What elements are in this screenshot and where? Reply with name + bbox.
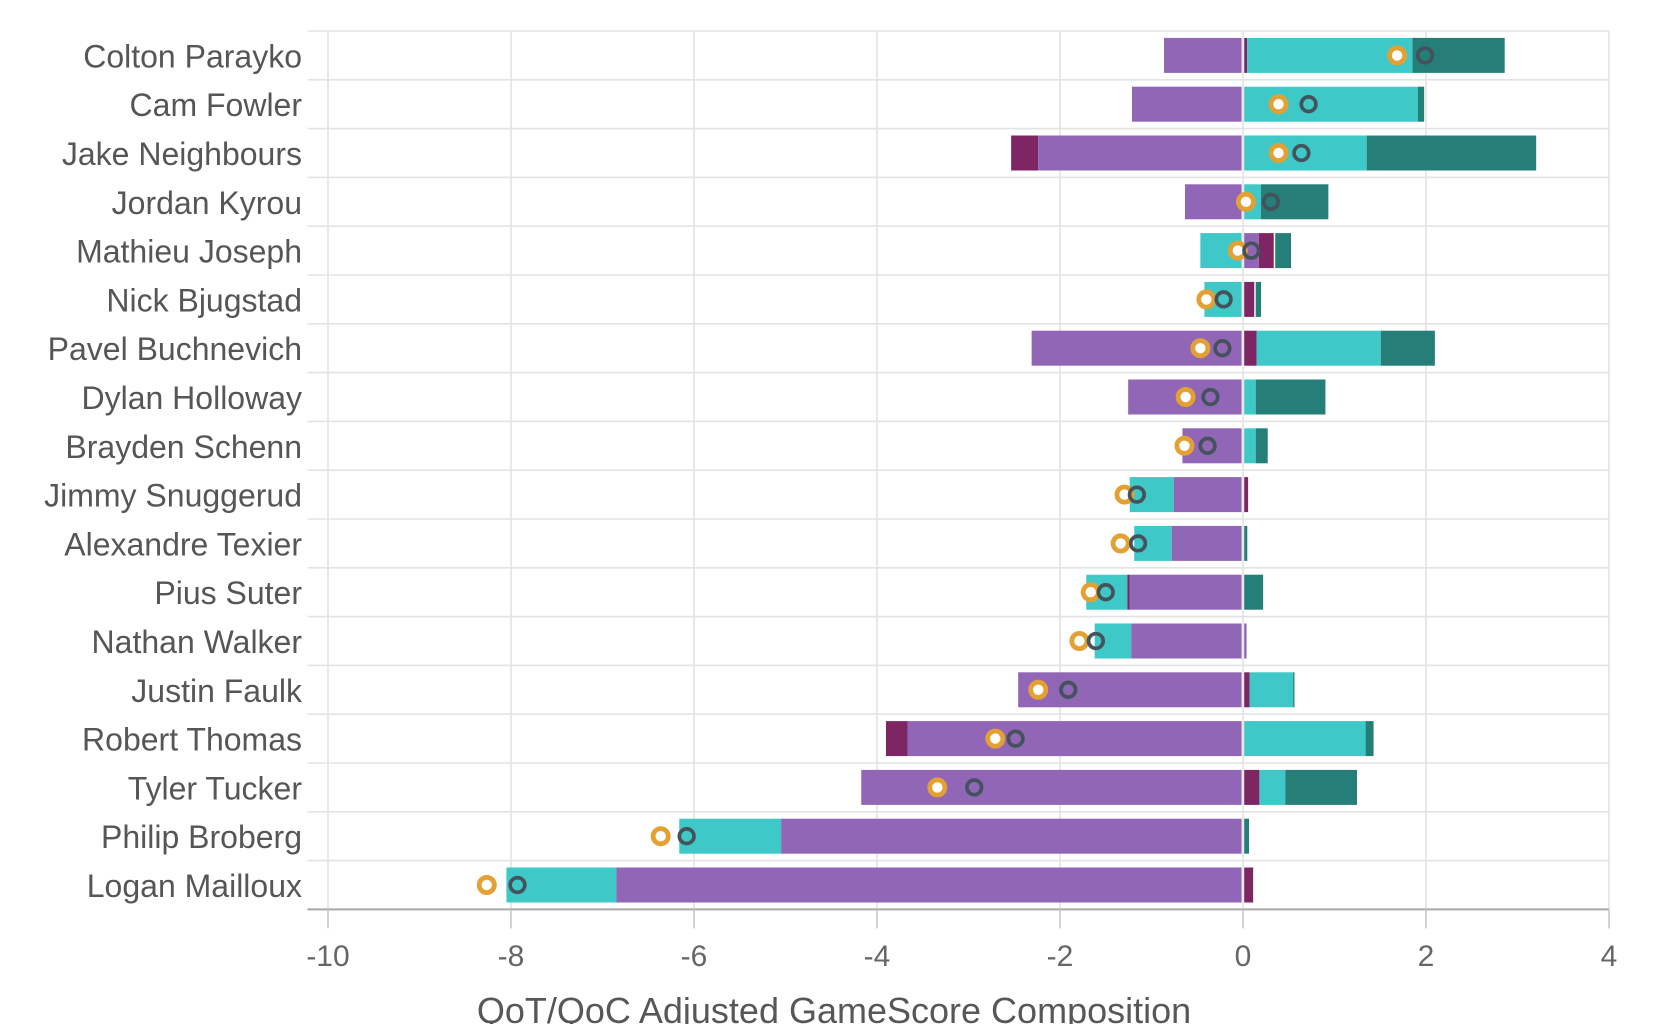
svg-text:QoT/QoC Adjusted GameScore Com: QoT/QoC Adjusted GameScore Composition [477,990,1191,1024]
svg-text:Jake Neighbours: Jake Neighbours [62,136,302,172]
svg-text:Jordan Kyrou: Jordan Kyrou [112,185,302,221]
svg-text:-2: -2 [1047,940,1074,973]
svg-text:-4: -4 [864,940,891,973]
svg-text:Dylan Holloway: Dylan Holloway [81,380,302,416]
svg-text:Justin Faulk: Justin Faulk [131,673,303,709]
svg-text:-6: -6 [681,940,708,973]
svg-text:-8: -8 [498,940,525,973]
svg-text:Brayden Schenn: Brayden Schenn [65,429,302,465]
svg-text:Logan Mailloux: Logan Mailloux [87,868,302,904]
svg-text:Robert Thomas: Robert Thomas [82,722,302,758]
svg-text:Pavel Buchnevich: Pavel Buchnevich [48,331,302,367]
svg-text:0: 0 [1235,940,1252,973]
svg-text:Mathieu Joseph: Mathieu Joseph [76,234,302,270]
svg-text:Alexandre Texier: Alexandre Texier [64,526,302,562]
svg-text:Colton Parayko: Colton Parayko [83,38,302,74]
svg-text:2: 2 [1418,940,1435,973]
svg-text:-10: -10 [306,940,349,973]
svg-text:Nathan Walker: Nathan Walker [92,624,303,660]
svg-text:Nick Bjugstad: Nick Bjugstad [106,282,302,318]
svg-text:Tyler Tucker: Tyler Tucker [128,770,303,806]
svg-text:Pius Suter: Pius Suter [154,575,302,611]
svg-text:Cam Fowler: Cam Fowler [130,87,303,123]
svg-text:Philip Broberg: Philip Broberg [101,819,302,855]
svg-text:Jimmy Snuggerud: Jimmy Snuggerud [44,478,302,514]
svg-text:4: 4 [1601,940,1618,973]
